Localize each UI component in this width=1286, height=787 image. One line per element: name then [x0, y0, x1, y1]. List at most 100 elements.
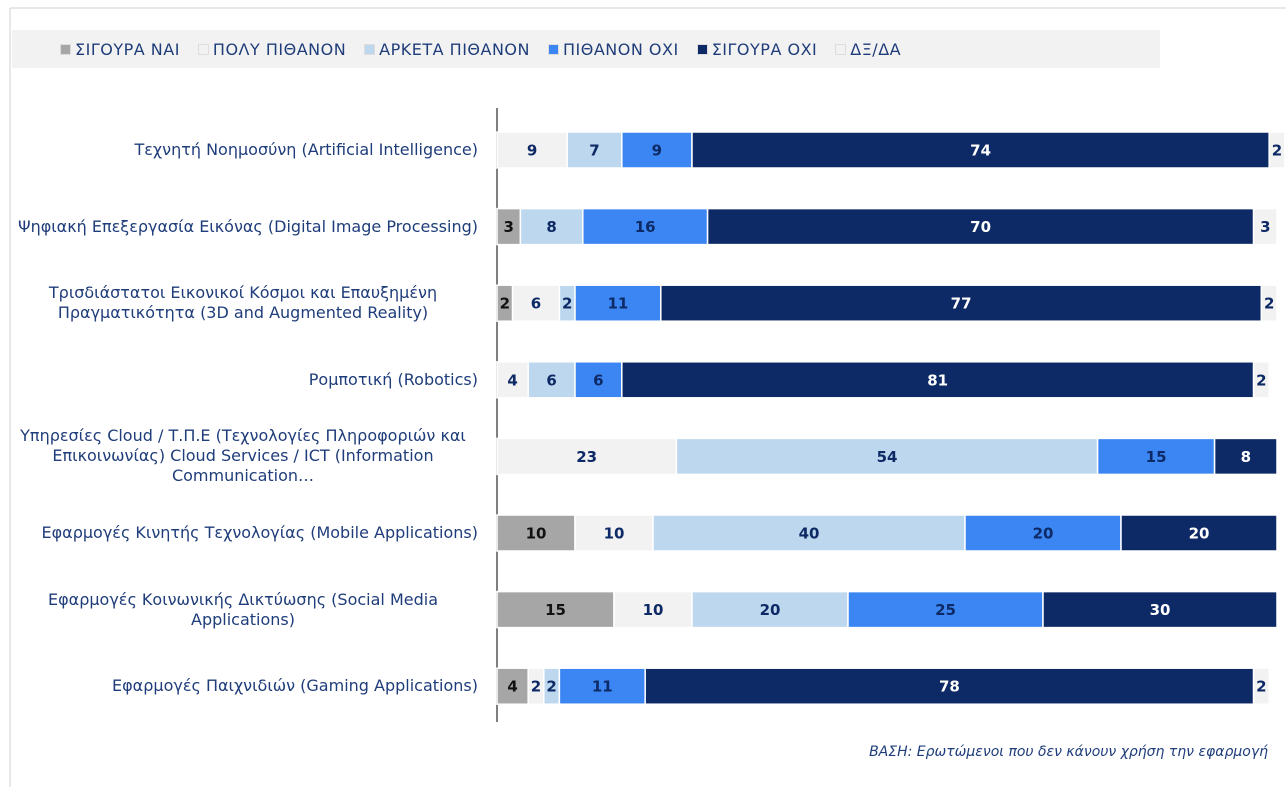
data-label: 11: [607, 295, 628, 313]
data-label: 2: [500, 295, 510, 313]
category-label-box: Εφαρμογές Κοινωνικής Δικτύωσης (Social M…: [8, 580, 478, 640]
legend-label: ΑΡΚΕΤΑ ΠΙΘΑΝΟΝ: [379, 39, 530, 59]
bar-segment: [706, 207, 1255, 246]
category-label-box: Εφαρμογές Παιχνιδιών (Gaming Application…: [8, 656, 478, 716]
data-label: 2: [1256, 371, 1266, 389]
data-label: 15: [545, 601, 566, 619]
bar-segment: [1096, 437, 1216, 476]
bar-segment: [496, 590, 615, 629]
bar-segment: [496, 514, 576, 552]
data-label: 16: [635, 218, 656, 236]
data-label: 10: [643, 601, 664, 619]
category-label: Εφαρμογές Κοινωνικής Δικτύωσης (Social M…: [47, 589, 438, 629]
bar-segment: [1120, 514, 1278, 552]
category-label: Τεχνητή Νοημοσύνη (Artificial Intelligen…: [134, 140, 478, 159]
data-label: 25: [935, 601, 956, 619]
data-label: 9: [527, 142, 537, 160]
legend-label: ΣΙΓΟΥΡΑ ΝΑΙ: [75, 39, 180, 59]
category-label-box: Τεχνητή Νοημοσύνη (Artificial Intelligen…: [8, 120, 478, 180]
data-label: 30: [1150, 601, 1171, 619]
bar-segment: [558, 667, 646, 705]
bar-segment: [1252, 361, 1270, 399]
bar-segment: [511, 284, 561, 322]
data-label: 77: [951, 295, 972, 313]
bar-segment: [1260, 284, 1278, 322]
data-label: 15: [1146, 448, 1167, 466]
data-label: 40: [799, 525, 820, 543]
data-label: 70: [970, 218, 991, 236]
data-label: 54: [877, 448, 898, 466]
data-label: 2: [562, 295, 572, 313]
legend-label: ΠΟΛΥ ΠΙΘΑΝΟΝ: [212, 39, 347, 59]
bar-segment: [1252, 207, 1278, 246]
legend-swatch: [364, 43, 376, 55]
legend-swatch: [835, 43, 847, 55]
data-label: 74: [970, 142, 991, 160]
data-label: 81: [927, 371, 948, 389]
data-label: 9: [652, 142, 662, 160]
bar-segment: [675, 437, 1099, 476]
legend: ΣΙΓΟΥΡΑ ΝΑΙ ΠΟΛΥ ΠΙΘΑΝΟΝ ΑΡΚΕΤΑ ΠΙΘΑΝΟΝ ΠΙΘ…: [12, 30, 1160, 68]
bar-segment: [527, 361, 576, 399]
bar-segment: [644, 667, 1255, 705]
data-label: 6: [531, 295, 541, 313]
category-label-box: Τρισδιάστατοι Εικονικοί Κόσμοι και Επαυξ…: [8, 273, 478, 333]
legend-item: ΑΡΚΕΤΑ ΠΙΘΑΝΟΝ: [364, 40, 530, 59]
data-label: 20: [760, 601, 781, 619]
legend-swatch: [696, 43, 708, 55]
data-label: 20: [1189, 525, 1210, 543]
bar-segment: [691, 131, 1270, 169]
category-label-box: Εφαρμογές Κινητής Τεχνολογίας (Mobile Ap…: [8, 503, 478, 563]
legend-item: ΣΙΓΟΥΡΑ ΝΑΙ: [60, 40, 180, 59]
category-label: Ψηφιακή Επεξεργασία Εικόνας (Digital Ima…: [17, 216, 478, 236]
bar-segment: [496, 131, 568, 169]
category-label-box: Ψηφιακή Επεξεργασία Εικόνας (Digital Ima…: [8, 197, 478, 257]
data-label: 8: [546, 218, 556, 236]
data-label: 2: [1256, 678, 1266, 696]
data-label: 8: [1241, 448, 1251, 466]
legend-swatch: [548, 43, 559, 55]
data-label: 20: [1033, 525, 1054, 543]
category-label: Τρισδιάστατοι Εικονικοί Κόσμοι και Επαυξ…: [48, 283, 438, 323]
legend-label: ΠΙΘΑΝΟΝ ΟΧΙ: [563, 39, 679, 59]
data-label: 3: [503, 218, 513, 236]
bar-segment: [1268, 131, 1286, 169]
legend-swatch: [60, 43, 71, 55]
bar-segment: [496, 361, 529, 399]
category-label-box: Υπηρεσίες Cloud / Τ.Π.Ε (Τεχνολογίες Πλη…: [8, 426, 478, 486]
data-label: 6: [593, 371, 603, 389]
footnote: ΒΑΣΗ: Ερωτώμενοι που δεν κάνουν χρήση τη…: [869, 744, 1268, 760]
category-label: Εφαρμογές Κινητής Τεχνολογίας (Mobile Ap…: [41, 523, 478, 542]
data-label: 10: [604, 525, 625, 543]
data-label: 23: [576, 448, 597, 466]
bar-segment: [1252, 667, 1270, 705]
bar-segment: [660, 284, 1263, 322]
data-label: 78: [939, 678, 960, 696]
legend-item: ΠΟΛΥ ΠΙΘΑΝΟΝ: [197, 39, 347, 59]
legend-item: ΔΞ/ΔΑ: [835, 40, 901, 59]
bar-segment: [574, 514, 654, 552]
data-label: 2: [1264, 295, 1274, 313]
data-label: 2: [546, 678, 556, 696]
bar-segment: [519, 207, 584, 246]
data-label: 10: [526, 525, 547, 543]
data-label: 6: [546, 371, 556, 389]
bar-segment: [621, 361, 1255, 399]
bar-segment: [964, 514, 1122, 552]
bar-segment: [691, 590, 849, 629]
bar-segment: [847, 590, 1044, 629]
bar-segment: [574, 284, 662, 322]
data-label: 2: [531, 678, 541, 696]
bar-segment: [1213, 437, 1278, 476]
data-label: 4: [507, 678, 517, 696]
bar-segment: [613, 590, 693, 629]
legend-label: ΔΞ/ΔΑ: [850, 39, 902, 59]
category-label-box: Ρομποτική (Robotics): [8, 350, 478, 410]
data-label: 2: [1272, 142, 1282, 160]
category-label: Υπηρεσίες Cloud / Τ.Π.Ε (Τεχνολογίες Πλη…: [20, 426, 466, 486]
data-label: 7: [589, 142, 599, 160]
legend-swatch: [197, 43, 209, 55]
data-label: 11: [592, 678, 613, 696]
legend-label: ΣΙΓΟΥΡΑ ΟΧΙ: [711, 39, 818, 59]
